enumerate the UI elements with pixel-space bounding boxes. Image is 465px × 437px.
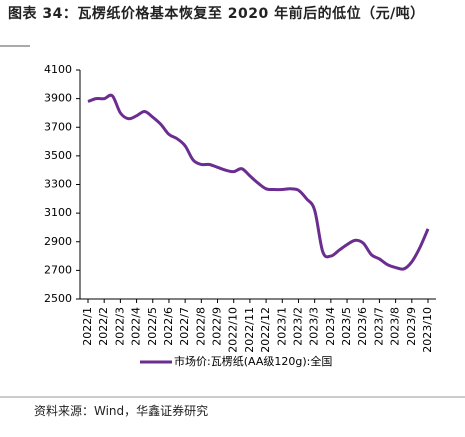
y-tick-label: 4100 xyxy=(44,63,72,76)
x-tick-label: 2022/11 xyxy=(243,307,256,353)
series-line xyxy=(87,93,430,271)
y-tick-label: 2900 xyxy=(44,235,72,248)
x-tick-label: 2023/9 xyxy=(405,307,418,346)
y-tick-label: 3500 xyxy=(44,149,72,162)
x-tick-label: 2023/8 xyxy=(389,307,402,346)
x-tick-label: 2022/2 xyxy=(97,307,110,346)
x-tick-label: 2022/10 xyxy=(227,307,240,353)
source-note: 资料来源：Wind，华鑫证券研究 xyxy=(34,404,209,418)
y-tick-label: 3700 xyxy=(44,120,72,133)
x-tick-label: 2022/6 xyxy=(162,307,175,346)
x-tick-label: 2023/3 xyxy=(308,307,321,346)
y-tick-label: 3900 xyxy=(44,92,72,105)
legend-label: 市场价:瓦楞纸(AA级120g):全国 xyxy=(174,354,332,368)
x-tick-label: 2023/1 xyxy=(275,307,288,346)
x-tick-label: 2022/5 xyxy=(146,307,159,346)
y-tick-label: 2500 xyxy=(44,292,72,305)
x-tick-label: 2023/10 xyxy=(421,307,434,353)
y-tick-label: 3100 xyxy=(44,206,72,219)
x-tick-label: 2023/7 xyxy=(372,307,385,346)
x-tick-label: 2022/12 xyxy=(259,307,272,353)
x-tick-label: 2022/8 xyxy=(194,307,207,346)
x-tick-label: 2023/6 xyxy=(356,307,369,346)
y-tick-label: 2700 xyxy=(44,263,72,276)
x-tick-label: 2022/9 xyxy=(211,307,224,346)
x-tick-label: 2022/3 xyxy=(113,307,126,346)
x-tick-label: 2023/2 xyxy=(291,307,304,346)
x-tick-label: 2023/4 xyxy=(324,307,337,346)
x-tick-label: 2023/5 xyxy=(340,307,353,346)
x-tick-label: 2022/1 xyxy=(81,307,94,346)
x-tick-label: 2022/4 xyxy=(130,307,143,346)
x-tick-label: 2022/7 xyxy=(178,307,191,346)
chart-title: 图表 34：瓦楞纸价格基本恢复至 2020 年前后的低位（元/吨） xyxy=(8,6,425,22)
y-tick-label: 3300 xyxy=(44,178,72,191)
